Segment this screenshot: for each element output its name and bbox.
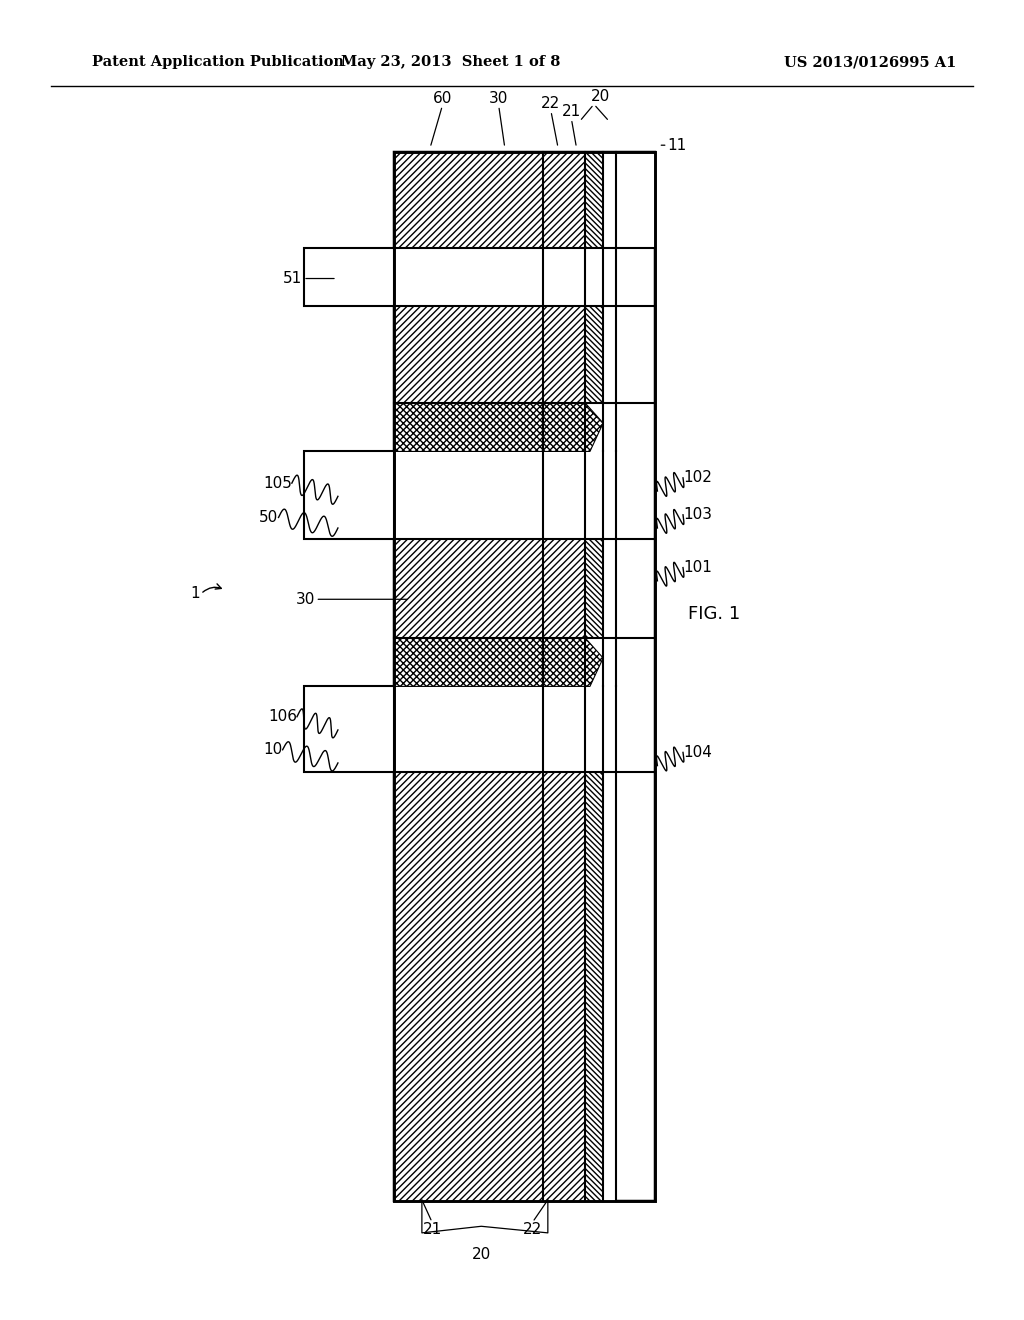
Bar [394,772,543,1201]
Polygon shape [394,638,603,686]
Bar [585,539,603,638]
Text: 10: 10 [263,742,283,758]
Text: 51: 51 [283,271,302,286]
Bar [603,539,616,638]
Bar [543,772,585,1201]
Bar [616,152,655,248]
Bar [585,152,603,248]
Text: 20: 20 [591,90,609,104]
Bar [304,451,394,539]
Text: 30: 30 [489,91,508,106]
Text: 105: 105 [263,475,292,491]
Bar [394,152,655,1201]
Bar [603,772,616,1201]
Text: 106: 106 [268,709,297,725]
Bar [543,539,585,638]
Text: 60: 60 [433,91,452,106]
Bar [603,152,616,248]
Bar [394,248,543,306]
Text: 22: 22 [523,1222,542,1237]
Text: 21: 21 [562,104,581,119]
Bar [585,306,603,403]
Bar [304,248,394,306]
Bar [543,152,585,248]
Text: FIG. 1: FIG. 1 [688,605,740,623]
Text: 101: 101 [683,560,712,576]
Text: US 2013/0126995 A1: US 2013/0126995 A1 [784,55,956,69]
Text: 20: 20 [472,1247,490,1262]
Text: May 23, 2013  Sheet 1 of 8: May 23, 2013 Sheet 1 of 8 [341,55,560,69]
Text: 1: 1 [190,586,200,602]
Bar [394,306,543,403]
Text: 11: 11 [668,137,687,153]
Text: 104: 104 [683,744,712,760]
Text: 103: 103 [683,507,712,523]
Bar [543,306,585,403]
Text: 102: 102 [683,470,712,486]
Bar [394,152,655,1201]
Text: 22: 22 [542,96,560,111]
Polygon shape [394,403,603,451]
Bar [394,539,543,638]
Bar [304,686,394,772]
Text: Patent Application Publication: Patent Application Publication [92,55,344,69]
Text: 50: 50 [259,510,279,525]
Bar [394,152,543,248]
Text: 21: 21 [423,1222,441,1237]
Bar [603,306,616,403]
Text: 30: 30 [296,591,315,607]
Bar [585,772,603,1201]
